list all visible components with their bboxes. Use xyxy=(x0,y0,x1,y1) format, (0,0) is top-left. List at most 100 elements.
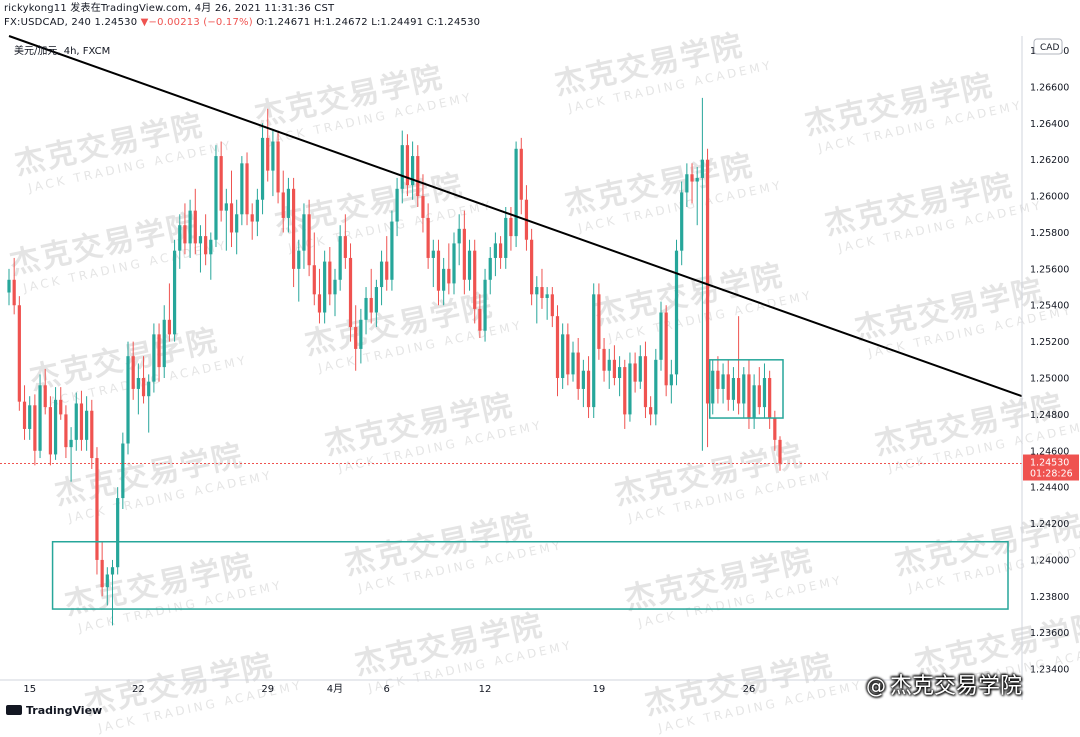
author-name[interactable]: rickykong11 xyxy=(4,3,67,14)
candle xyxy=(700,97,704,451)
candle xyxy=(188,199,192,258)
candle-body xyxy=(649,407,653,415)
candle xyxy=(136,363,140,415)
candle xyxy=(633,352,637,393)
candle-body xyxy=(742,374,746,404)
candle-body xyxy=(240,163,244,215)
candle-body xyxy=(348,257,353,328)
footer-brand: @ 杰克交易学院 xyxy=(866,668,1022,700)
candle xyxy=(535,276,539,324)
candle xyxy=(530,228,534,306)
tradingview-icon xyxy=(6,705,22,715)
candle xyxy=(576,337,580,400)
candle-body xyxy=(447,268,451,284)
candle xyxy=(126,341,130,455)
candle xyxy=(447,243,451,295)
price-tick-label: 1.24000 xyxy=(1030,555,1069,566)
candle-body xyxy=(343,236,347,258)
price-change: −0.00213 (−0.17%) xyxy=(148,17,253,28)
candle xyxy=(162,305,166,379)
candle xyxy=(493,232,498,277)
candle-body xyxy=(28,405,32,429)
candle xyxy=(105,567,109,606)
candle xyxy=(768,370,772,429)
candle xyxy=(240,156,244,226)
candle-body xyxy=(188,210,192,244)
last-price: 1.24530 xyxy=(94,17,138,28)
candle xyxy=(390,210,394,291)
candle xyxy=(685,163,689,208)
candle-body xyxy=(364,297,368,320)
candle-body xyxy=(400,145,404,189)
candle-body xyxy=(592,294,596,408)
candle-body xyxy=(255,199,259,222)
candle-body xyxy=(452,243,456,284)
time-tick-label: 12 xyxy=(479,684,492,695)
candle-body xyxy=(7,279,11,293)
candle-body xyxy=(90,410,94,459)
candle xyxy=(498,236,503,269)
support-zone-box[interactable] xyxy=(51,540,1009,610)
candle xyxy=(43,368,47,415)
candle-body xyxy=(757,385,761,408)
symbol-label[interactable]: 美元/加元, 4h, FXCM xyxy=(14,46,111,57)
candle-body xyxy=(38,385,42,451)
candle-body xyxy=(555,316,560,379)
candle xyxy=(214,145,218,248)
candle xyxy=(260,123,265,215)
candle-body xyxy=(535,287,539,295)
candle xyxy=(721,363,725,404)
candle xyxy=(307,199,311,277)
candle-body xyxy=(457,228,461,244)
candle-body xyxy=(643,356,648,408)
candle xyxy=(48,396,53,466)
candle xyxy=(235,199,239,255)
candle xyxy=(571,341,575,382)
candle xyxy=(462,210,466,295)
candle xyxy=(395,177,399,237)
time-tick-label: 19 xyxy=(593,684,606,695)
candle xyxy=(514,141,518,248)
candle-body xyxy=(566,334,570,375)
candle xyxy=(623,359,627,429)
at-icon: @ xyxy=(866,674,886,698)
tradingview-logo[interactable]: TradingView xyxy=(6,704,102,717)
candle-body xyxy=(726,374,730,400)
countdown-label: 01:28:26 xyxy=(1030,469,1073,480)
candle xyxy=(266,108,270,182)
candle xyxy=(757,367,761,415)
price-tick-label: 1.25000 xyxy=(1030,374,1069,385)
candle-body xyxy=(395,188,399,222)
candle-body xyxy=(540,287,544,298)
candle xyxy=(79,390,84,451)
candle-body xyxy=(172,250,177,335)
candle-body xyxy=(369,297,373,313)
candle-body xyxy=(561,334,565,379)
candle-body xyxy=(695,177,699,182)
candle xyxy=(121,432,125,509)
symbol-timeframe[interactable]: FX:USDCAD, 240 xyxy=(4,17,92,28)
candle-body xyxy=(141,378,146,397)
candle xyxy=(354,305,358,371)
candle xyxy=(452,232,456,295)
candle xyxy=(426,203,430,269)
tradingview-text: TradingView xyxy=(26,704,103,717)
candle xyxy=(400,130,404,204)
candle-body xyxy=(183,225,187,244)
candle-body xyxy=(219,156,223,211)
candle xyxy=(152,323,156,393)
consolidation-box[interactable] xyxy=(708,359,784,419)
candle-body xyxy=(602,348,606,371)
candle-body xyxy=(379,261,384,288)
candle-body xyxy=(312,265,316,295)
candle xyxy=(317,268,322,324)
candle xyxy=(705,148,710,448)
candle-body xyxy=(22,401,27,429)
currency-label[interactable]: CAD xyxy=(1040,43,1059,53)
price-tick-label: 1.26600 xyxy=(1030,82,1069,93)
trendline[interactable] xyxy=(8,35,1023,398)
candle xyxy=(12,257,16,315)
candle xyxy=(457,214,461,266)
time-tick-label: 15 xyxy=(23,684,36,695)
